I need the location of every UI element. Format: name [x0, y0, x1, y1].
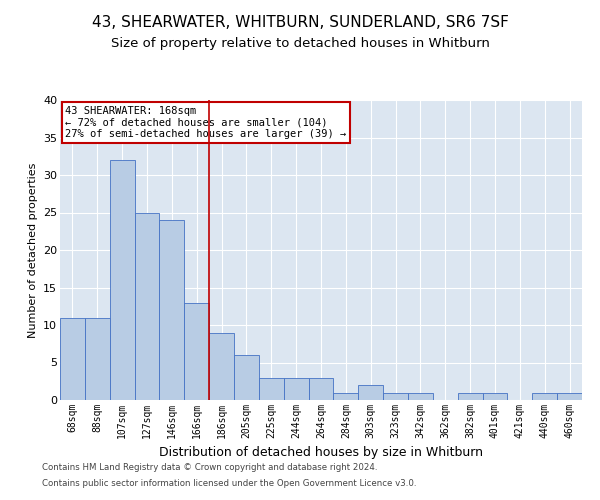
X-axis label: Distribution of detached houses by size in Whitburn: Distribution of detached houses by size …	[159, 446, 483, 460]
Bar	[408, 392, 433, 400]
Bar	[110, 160, 134, 400]
Bar	[234, 355, 259, 400]
Bar	[334, 392, 358, 400]
Bar	[557, 392, 582, 400]
Y-axis label: Number of detached properties: Number of detached properties	[28, 162, 38, 338]
Text: Contains public sector information licensed under the Open Government Licence v3: Contains public sector information licen…	[42, 478, 416, 488]
Text: 43 SHEARWATER: 168sqm
← 72% of detached houses are smaller (104)
27% of semi-det: 43 SHEARWATER: 168sqm ← 72% of detached …	[65, 106, 346, 139]
Bar	[532, 392, 557, 400]
Bar	[383, 392, 408, 400]
Bar	[358, 385, 383, 400]
Bar	[60, 318, 85, 400]
Bar	[259, 378, 284, 400]
Bar	[209, 332, 234, 400]
Bar	[85, 318, 110, 400]
Text: 43, SHEARWATER, WHITBURN, SUNDERLAND, SR6 7SF: 43, SHEARWATER, WHITBURN, SUNDERLAND, SR…	[92, 15, 508, 30]
Bar	[160, 220, 184, 400]
Bar	[308, 378, 334, 400]
Bar	[482, 392, 508, 400]
Text: Size of property relative to detached houses in Whitburn: Size of property relative to detached ho…	[110, 38, 490, 51]
Bar	[458, 392, 482, 400]
Bar	[284, 378, 308, 400]
Bar	[184, 302, 209, 400]
Text: Contains HM Land Registry data © Crown copyright and database right 2024.: Contains HM Land Registry data © Crown c…	[42, 464, 377, 472]
Bar	[134, 212, 160, 400]
